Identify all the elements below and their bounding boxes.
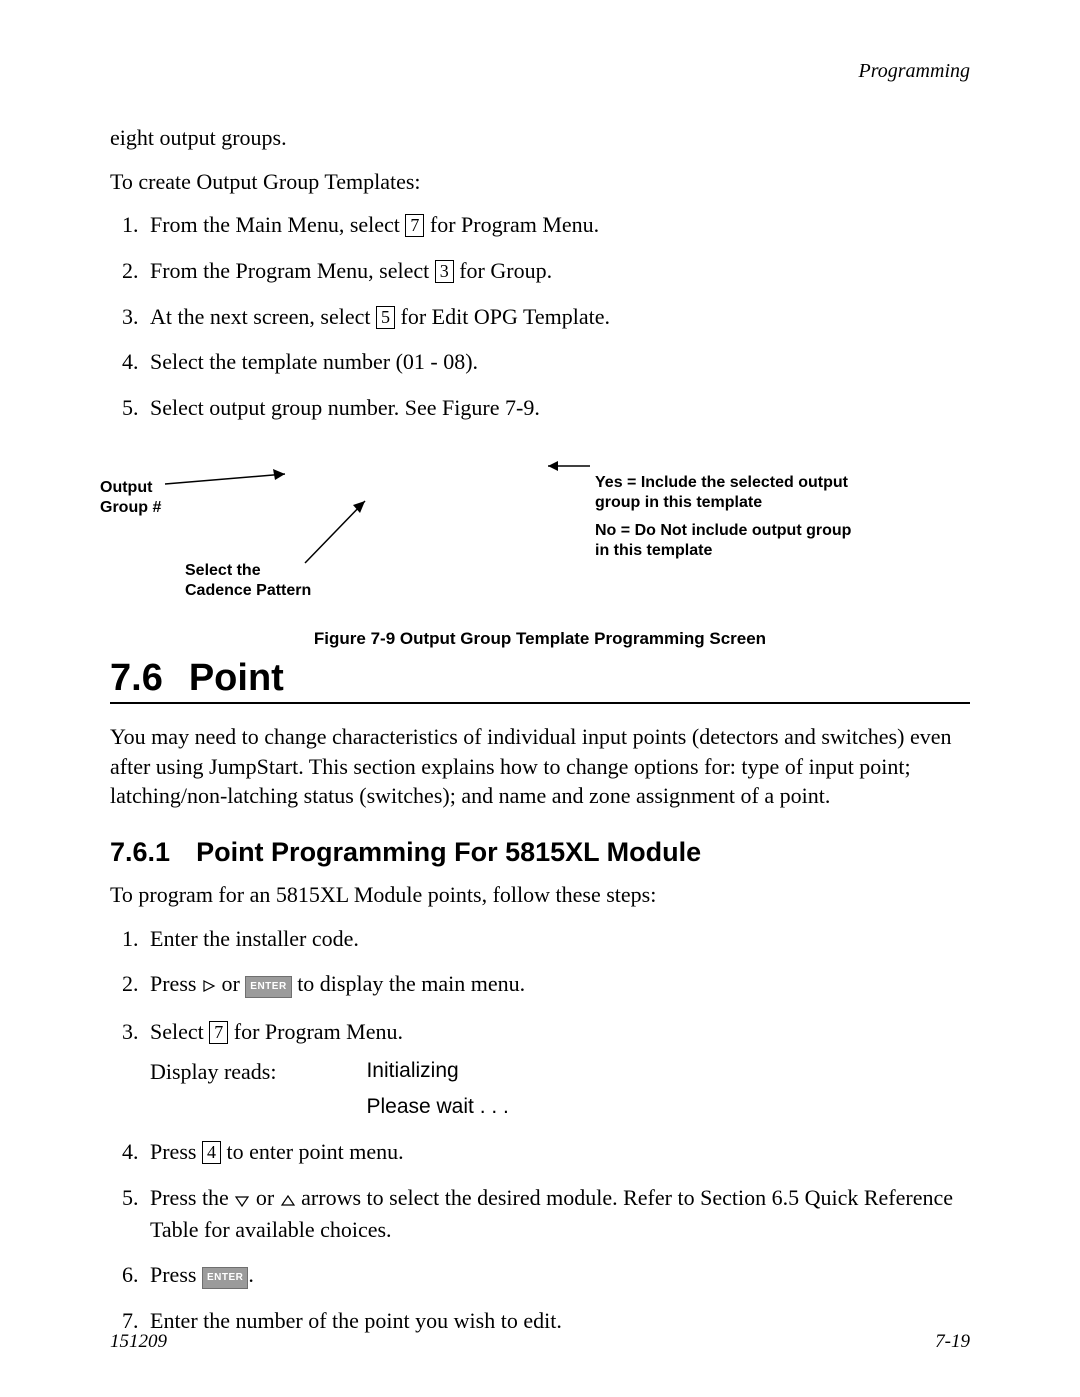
subsection-num: 7.6.1: [110, 837, 170, 868]
figure-7-9: Output Group # Select the Cadence Patter…: [110, 453, 970, 623]
triangle-down-icon: [234, 1185, 250, 1215]
figure-caption: Figure 7-9 Output Group Template Program…: [110, 629, 970, 649]
text: Press: [150, 1139, 202, 1164]
intro-para-1: eight output groups.: [110, 123, 970, 153]
step-a-5: Select output group number. See Figure 7…: [144, 393, 970, 423]
subsection-title: Point Programming For 5815XL Module: [196, 837, 701, 868]
arrow-right-1: [165, 468, 305, 488]
steps-a: From the Main Menu, select 7 for Program…: [110, 210, 970, 422]
section-title: Point: [189, 657, 284, 700]
text: .: [248, 1262, 254, 1287]
display-reads-label: Display reads:: [150, 1057, 276, 1122]
running-head: Programming: [110, 60, 970, 83]
section-num: 7.6: [110, 657, 163, 700]
intro-para-2: To create Output Group Templates:: [110, 167, 970, 197]
subsection-intro: To program for an 5815XL Module points, …: [110, 880, 970, 910]
keycap-3: 3: [435, 260, 454, 283]
enter-key-icon: ENTER: [202, 1267, 248, 1289]
fig-label-output-group: Output Group #: [100, 478, 161, 518]
triangle-right-icon: [202, 971, 216, 1001]
text: or: [250, 1185, 279, 1210]
keycap-4: 4: [202, 1141, 221, 1164]
step-b-6: Press ENTER.: [144, 1260, 970, 1290]
subsection-heading: 7.6.1 Point Programming For 5815XL Modul…: [110, 837, 970, 868]
text: Select: [150, 1019, 209, 1044]
page: Programming eight output groups. To crea…: [0, 0, 1080, 1397]
text: From the Main Menu, select: [150, 212, 405, 237]
enter-key-icon: ENTER: [245, 976, 291, 998]
text: for Group.: [454, 258, 552, 283]
steps-b: Enter the installer code. Press or ENTER…: [110, 924, 970, 1336]
arrow-up-right: [305, 493, 415, 573]
intro-block: eight output groups. To create Output Gr…: [110, 123, 970, 423]
step-a-4: Select the template number (01 - 08).: [144, 347, 970, 377]
display-line-2: Please wait . . .: [366, 1093, 508, 1121]
step-b-1: Enter the installer code.: [144, 924, 970, 954]
keycap-5: 5: [376, 306, 395, 329]
triangle-up-icon: [280, 1185, 296, 1215]
display-reads-values: Initializing Please wait . . .: [366, 1057, 508, 1122]
footer-right: 7-19: [935, 1331, 970, 1353]
text: Press: [150, 1262, 202, 1287]
display-reads-row: Display reads: Initializing Please wait …: [150, 1057, 970, 1122]
text: to display the main menu.: [292, 971, 525, 996]
footer-left: 151209: [110, 1331, 167, 1353]
text: to enter point menu.: [221, 1139, 404, 1164]
fig-label-cadence: Select the Cadence Pattern: [185, 561, 311, 601]
text: Select the Cadence Pattern: [185, 562, 311, 599]
fig-label-no: No = Do Not include output group in this…: [595, 521, 855, 561]
step-b-2: Press or ENTER to display the main menu.: [144, 969, 970, 1001]
step-a-2: From the Program Menu, select 3 for Grou…: [144, 256, 970, 286]
keycap-7: 7: [405, 214, 424, 237]
text: Press: [150, 971, 202, 996]
section-heading: 7.6 Point: [110, 657, 970, 704]
keycap-7: 7: [209, 1021, 228, 1044]
page-footer: 151209 7-19: [110, 1331, 970, 1353]
step-b-4: Press 4 to enter point menu.: [144, 1137, 970, 1167]
fig-label-yes: Yes = Include the selected output group …: [595, 473, 855, 513]
step-a-1: From the Main Menu, select 7 for Program…: [144, 210, 970, 240]
text: Press the: [150, 1185, 234, 1210]
step-a-3: At the next screen, select 5 for Edit OP…: [144, 302, 970, 332]
display-line-1: Initializing: [366, 1057, 508, 1085]
step-b-3: Select 7 for Program Menu. Display reads…: [144, 1017, 970, 1121]
text: From the Program Menu, select: [150, 258, 435, 283]
section-intro: You may need to change characteristics o…: [110, 722, 970, 811]
step-b-5: Press the or arrows to select the desire…: [144, 1183, 970, 1244]
text: or: [216, 971, 245, 996]
text: for Program Menu.: [228, 1019, 403, 1044]
text: for Edit OPG Template.: [395, 304, 610, 329]
arrow-left: [540, 459, 590, 473]
text: At the next screen, select: [150, 304, 376, 329]
text: for Program Menu.: [424, 212, 599, 237]
